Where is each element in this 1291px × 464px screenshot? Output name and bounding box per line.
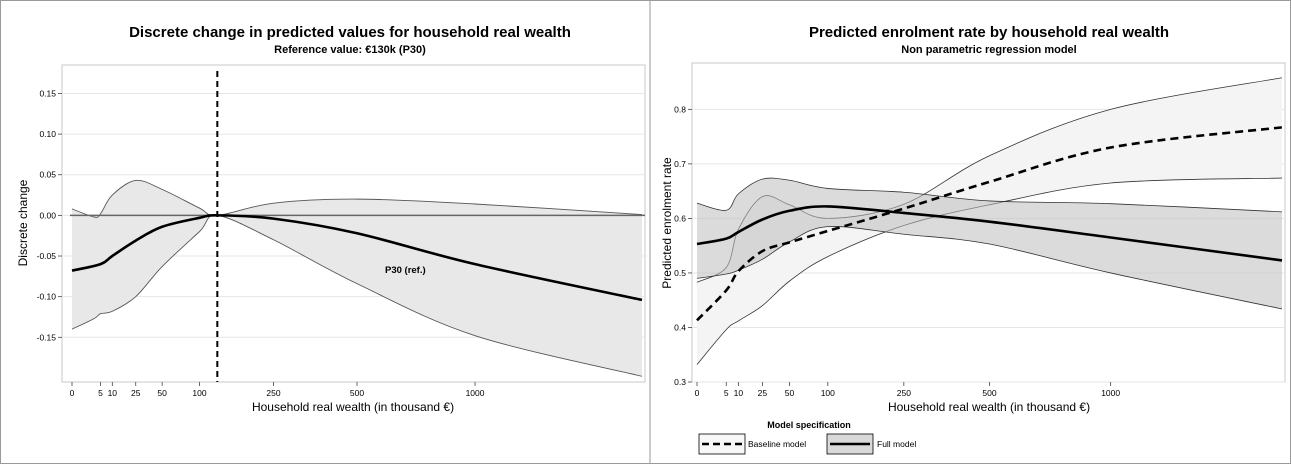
- x-tick-label: 25: [131, 388, 141, 398]
- legend-item-full: Full model: [827, 434, 916, 454]
- y-tick-label: 0.00: [39, 210, 56, 220]
- y-tick-label: 0.8: [674, 104, 686, 114]
- legend-label: Full model: [877, 439, 916, 449]
- x-tick-label: 250: [266, 388, 280, 398]
- x-tick-label: 50: [785, 388, 795, 398]
- x-tick-label: 50: [157, 388, 167, 398]
- x-tick-label: 0: [695, 388, 700, 398]
- x-tick-label: 10: [734, 388, 744, 398]
- y-tick-label: 0.3: [674, 377, 686, 387]
- x-tick-label: 5: [98, 388, 103, 398]
- y-tick-label: -0.15: [37, 332, 57, 342]
- x-tick-label: 500: [982, 388, 996, 398]
- x-tick-label: 500: [350, 388, 364, 398]
- x-tick-label: 0: [70, 388, 75, 398]
- x-axis-label: Household real wealth (in thousand €): [888, 400, 1090, 414]
- chart-title: Discrete change in predicted values for …: [129, 24, 571, 41]
- x-tick-label: 10: [108, 388, 118, 398]
- enrolment-rate-chart: Predicted enrolment rate by household re…: [660, 24, 1285, 454]
- x-tick-label: 25: [758, 388, 768, 398]
- y-tick-label: 0.6: [674, 213, 686, 223]
- y-tick-label: 0.15: [39, 88, 56, 98]
- chart-subtitle: Non parametric regression model: [901, 44, 1076, 56]
- reference-line-label: P30 (ref.): [385, 265, 426, 276]
- y-tick-label: 0.10: [39, 129, 56, 139]
- x-tick-label: 5: [724, 388, 729, 398]
- x-tick-label: 250: [897, 388, 911, 398]
- y-tick-label: -0.10: [37, 292, 57, 302]
- discrete-change-chart: Discrete change in predicted values for …: [16, 24, 645, 414]
- y-tick-label: -0.05: [37, 251, 57, 261]
- y-tick-label: 0.7: [674, 159, 686, 169]
- legend-title: Model specification: [767, 420, 851, 430]
- y-tick-label: 0.5: [674, 268, 686, 278]
- x-tick-label: 1000: [466, 388, 485, 398]
- y-tick-label: 0.4: [674, 322, 686, 332]
- y-axis-label: Discrete change: [16, 179, 30, 266]
- y-axis-ticks: 0.15 0.10 0.05 0.00 -0.05 -0.10 -0.15: [37, 88, 62, 342]
- legend-label: Baseline model: [748, 439, 806, 449]
- x-axis-label: Household real wealth (in thousand €): [252, 400, 454, 414]
- chart-subtitle: Reference value: €130k (P30): [274, 44, 426, 56]
- y-axis-ticks: 0.8 0.7 0.6 0.5 0.4 0.3: [674, 104, 692, 387]
- y-axis-label: Predicted enrolment rate: [660, 157, 674, 289]
- x-tick-label: 100: [821, 388, 835, 398]
- legend: Model specification Baseline model Full …: [699, 420, 916, 454]
- legend-item-baseline: Baseline model: [699, 434, 806, 454]
- y-tick-label: 0.05: [39, 170, 56, 180]
- x-axis-ticks: 0 5 10 25 50 100 250 500 1000: [695, 382, 1121, 398]
- x-axis-ticks: 0 5 10 25 50 100 250 500 1000: [70, 382, 485, 398]
- x-tick-label: 1000: [1101, 388, 1120, 398]
- x-tick-label: 100: [192, 388, 206, 398]
- chart-title: Predicted enrolment rate by household re…: [809, 24, 1169, 41]
